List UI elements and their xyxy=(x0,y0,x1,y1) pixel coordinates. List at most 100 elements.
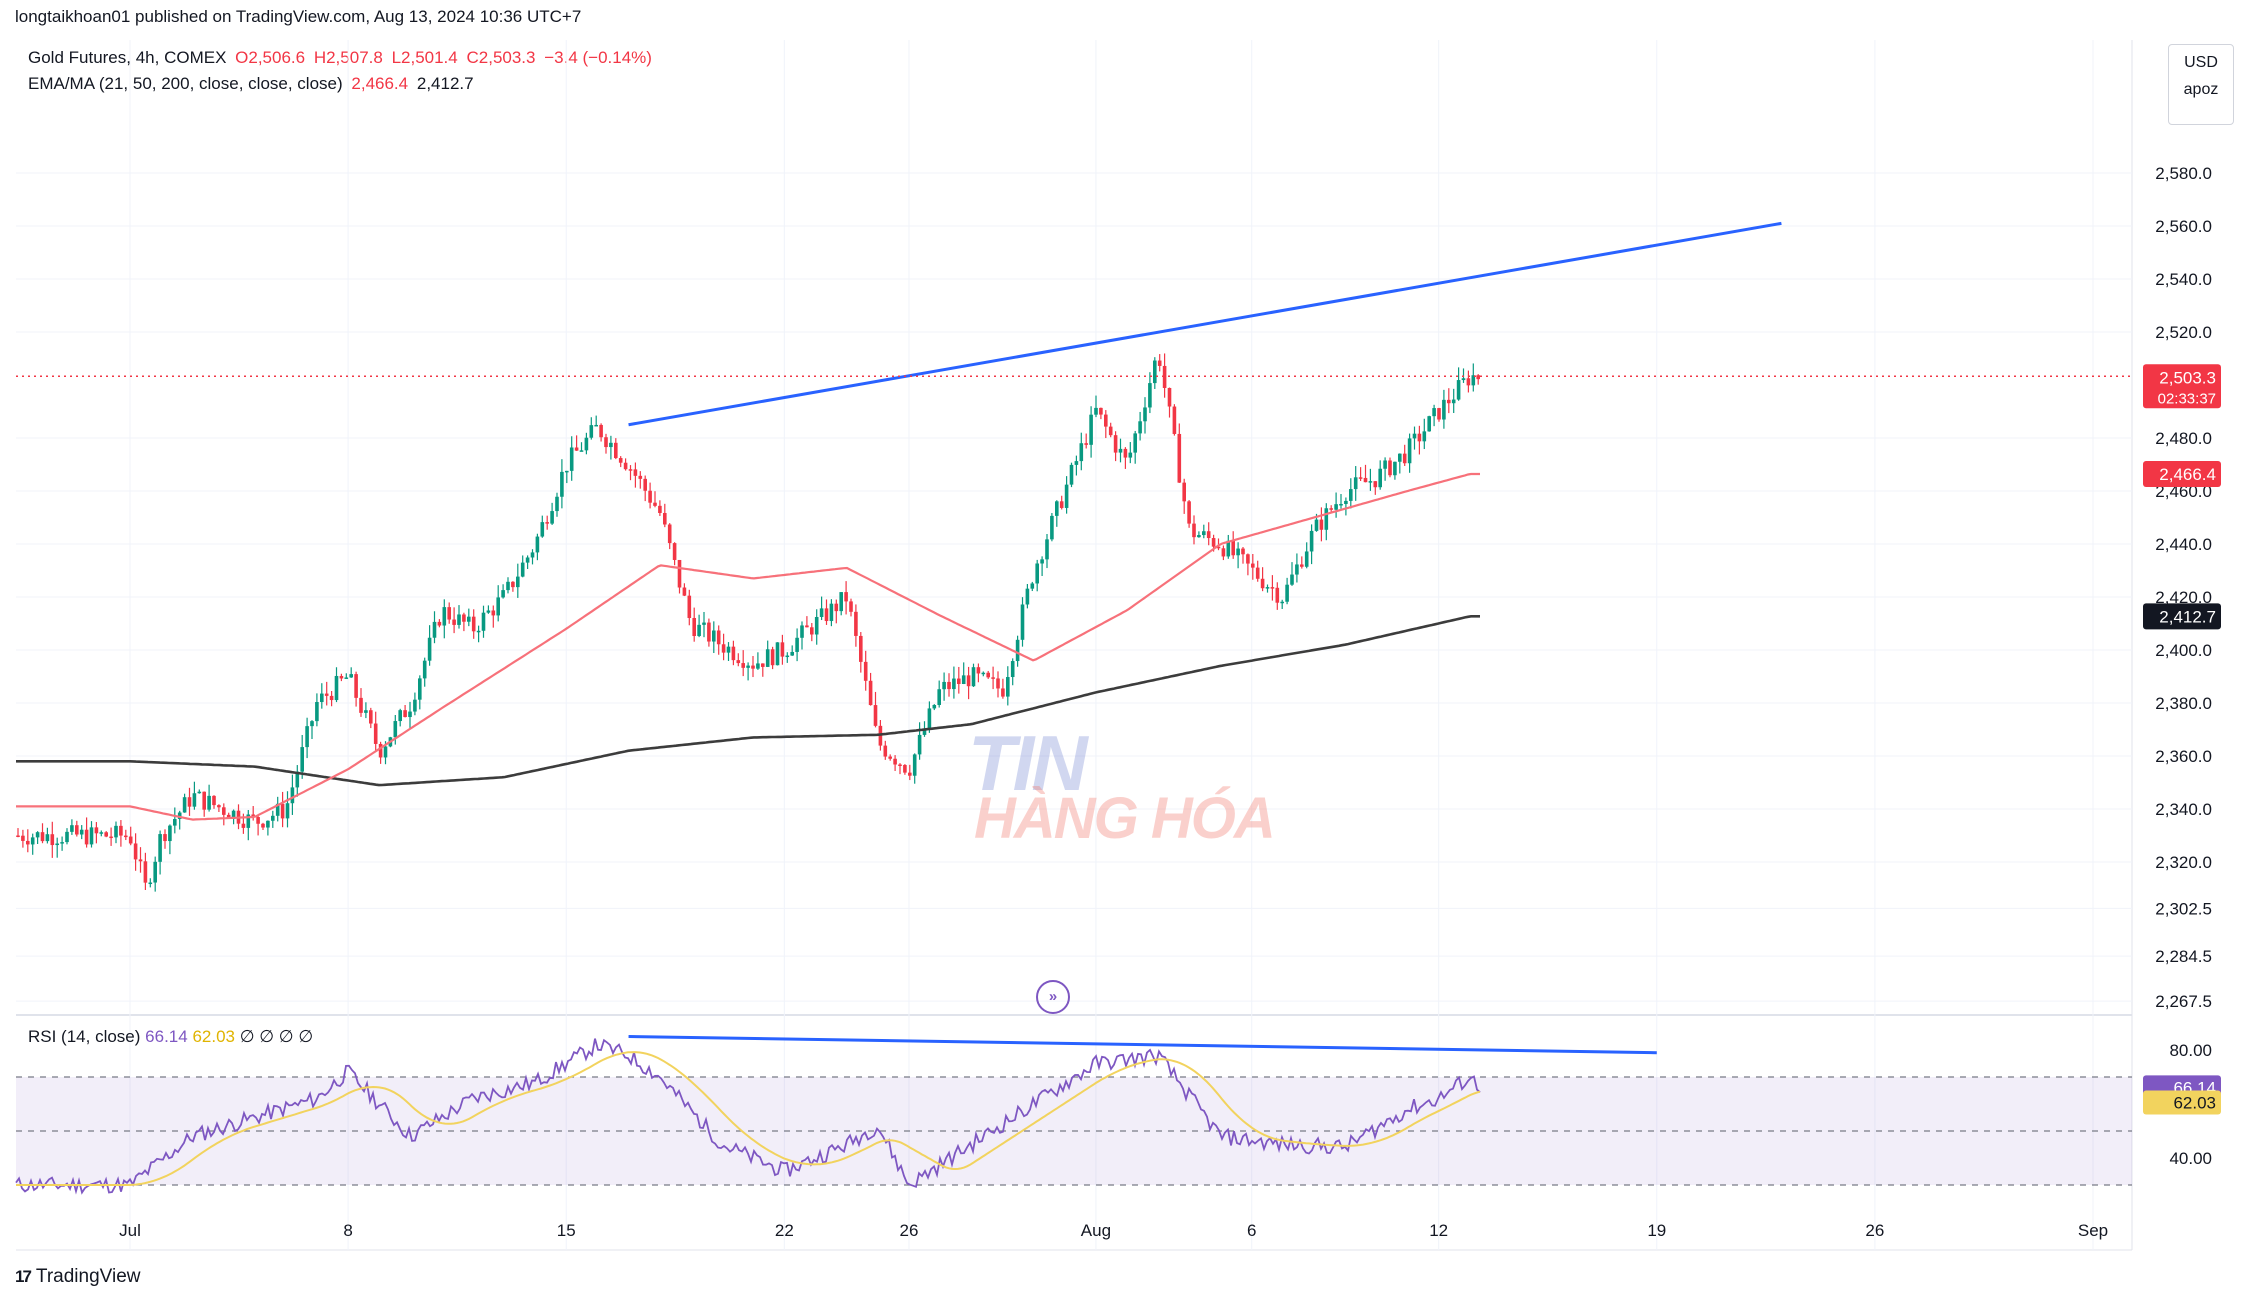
candle-body xyxy=(1113,435,1118,453)
candle-body xyxy=(133,843,138,860)
candle-body xyxy=(437,621,442,626)
candle-body xyxy=(1304,551,1309,567)
candle-body xyxy=(971,667,976,687)
time-label: 6 xyxy=(1247,1221,1256,1240)
candle-body xyxy=(1358,477,1363,479)
candle-body xyxy=(1388,460,1392,476)
candle-body xyxy=(1182,482,1186,502)
candle-body xyxy=(511,581,515,588)
axis-labels: Jul 8 15 22 26 Aug 6 12 19 26 Sep 2,580.0 2,560.0 2,5… xyxy=(119,164,2221,1240)
candle-body xyxy=(1412,433,1417,439)
candle-body xyxy=(785,655,790,658)
candle-body xyxy=(868,680,873,706)
candle-body xyxy=(182,797,187,813)
watermark-tin: TIN xyxy=(968,719,1088,807)
candle-body xyxy=(1221,548,1226,557)
candle-body xyxy=(1064,484,1069,508)
candle-body xyxy=(1447,399,1451,404)
candle-body xyxy=(457,614,461,625)
ema-legend[interactable]: EMA/MA (21, 50, 200, close, close, close… xyxy=(28,74,478,94)
candle-body xyxy=(976,667,981,674)
candle-body xyxy=(540,522,545,537)
candle-body xyxy=(692,618,696,637)
candle-body xyxy=(1393,461,1397,476)
candle-body xyxy=(1427,416,1431,432)
candle-body xyxy=(1329,508,1333,510)
price-tick: 2,284.5 xyxy=(2155,947,2212,966)
candle-body xyxy=(280,803,285,819)
candle-body xyxy=(908,772,912,776)
tradingview-logo[interactable]: 17 TradingView xyxy=(15,1266,140,1288)
candle-body xyxy=(854,611,858,636)
candle-body xyxy=(217,805,221,808)
rsi-line xyxy=(15,1038,1481,1195)
candle-body xyxy=(432,621,437,638)
candle-body xyxy=(1216,546,1221,549)
scroll-to-realtime-button[interactable]: » xyxy=(1036,980,1070,1014)
current-price-tag: 2,503.3 xyxy=(2159,368,2216,387)
time-label: 26 xyxy=(1865,1221,1884,1240)
candle-body xyxy=(143,861,148,883)
candle-body xyxy=(1407,438,1412,464)
candle-body xyxy=(261,823,265,828)
candle-body xyxy=(334,675,339,701)
candle-body xyxy=(1015,639,1020,662)
candle-body xyxy=(1167,387,1172,407)
candle-body xyxy=(1471,375,1476,386)
candle-body xyxy=(1422,431,1427,442)
candle-body xyxy=(810,627,814,635)
candle-body xyxy=(849,601,853,612)
candle-body xyxy=(271,815,275,821)
candle-body xyxy=(153,861,157,883)
candle-body xyxy=(672,543,677,560)
candle-body xyxy=(1466,378,1471,386)
candle-body xyxy=(26,840,30,845)
candle-body xyxy=(21,835,25,841)
candle-body xyxy=(996,678,1000,689)
candle-body xyxy=(339,675,344,679)
candle-body xyxy=(1226,540,1231,557)
candle-body xyxy=(1006,677,1010,697)
candle-body xyxy=(961,675,966,685)
candle-body xyxy=(932,704,937,709)
close-value: C2,503.3 xyxy=(466,48,536,67)
candle-body xyxy=(947,681,951,690)
candle-body xyxy=(1197,535,1201,538)
indicator-lines xyxy=(16,221,2132,821)
candle-body xyxy=(834,603,839,612)
time-label: Jul xyxy=(119,1221,141,1240)
candle-body xyxy=(1285,584,1289,602)
candle-body xyxy=(1162,365,1167,388)
candle-body xyxy=(422,660,427,679)
candle-body xyxy=(1265,587,1270,589)
candle-body xyxy=(623,462,628,470)
candle-body xyxy=(1055,501,1059,516)
candle-body xyxy=(736,660,741,664)
candle-body xyxy=(290,787,295,804)
candle-body xyxy=(364,710,368,713)
candle-body xyxy=(991,677,995,679)
candle-body xyxy=(50,834,55,846)
candle-body xyxy=(1432,408,1436,417)
candle-body xyxy=(716,630,721,645)
candle-body xyxy=(1157,360,1162,366)
candle-body xyxy=(427,637,432,661)
current-price-tag-countdown: 02:33:37 xyxy=(2158,390,2216,407)
candle-body xyxy=(614,442,618,459)
candle-body xyxy=(1206,531,1211,539)
candle-body xyxy=(1349,489,1353,501)
rsi-tick: 40.00 xyxy=(2169,1149,2212,1168)
candle-body xyxy=(741,663,745,668)
candle-body xyxy=(1177,433,1182,483)
price-scale-mode: apoz xyxy=(2183,81,2219,98)
candle-body xyxy=(305,726,309,748)
candle-body xyxy=(60,842,64,844)
rsi-legend[interactable]: RSI (14, close) 66.14 62.03 ∅ ∅ ∅ ∅ xyxy=(28,1027,313,1047)
currency-selector[interactable]: USD apoz xyxy=(2168,44,2234,125)
rsi-ma-value-tag-bg xyxy=(2143,1090,2221,1115)
rsi-value: 66.14 xyxy=(145,1027,188,1046)
candle-body xyxy=(285,803,290,819)
candle-body xyxy=(643,478,647,491)
candle-body xyxy=(863,661,868,681)
